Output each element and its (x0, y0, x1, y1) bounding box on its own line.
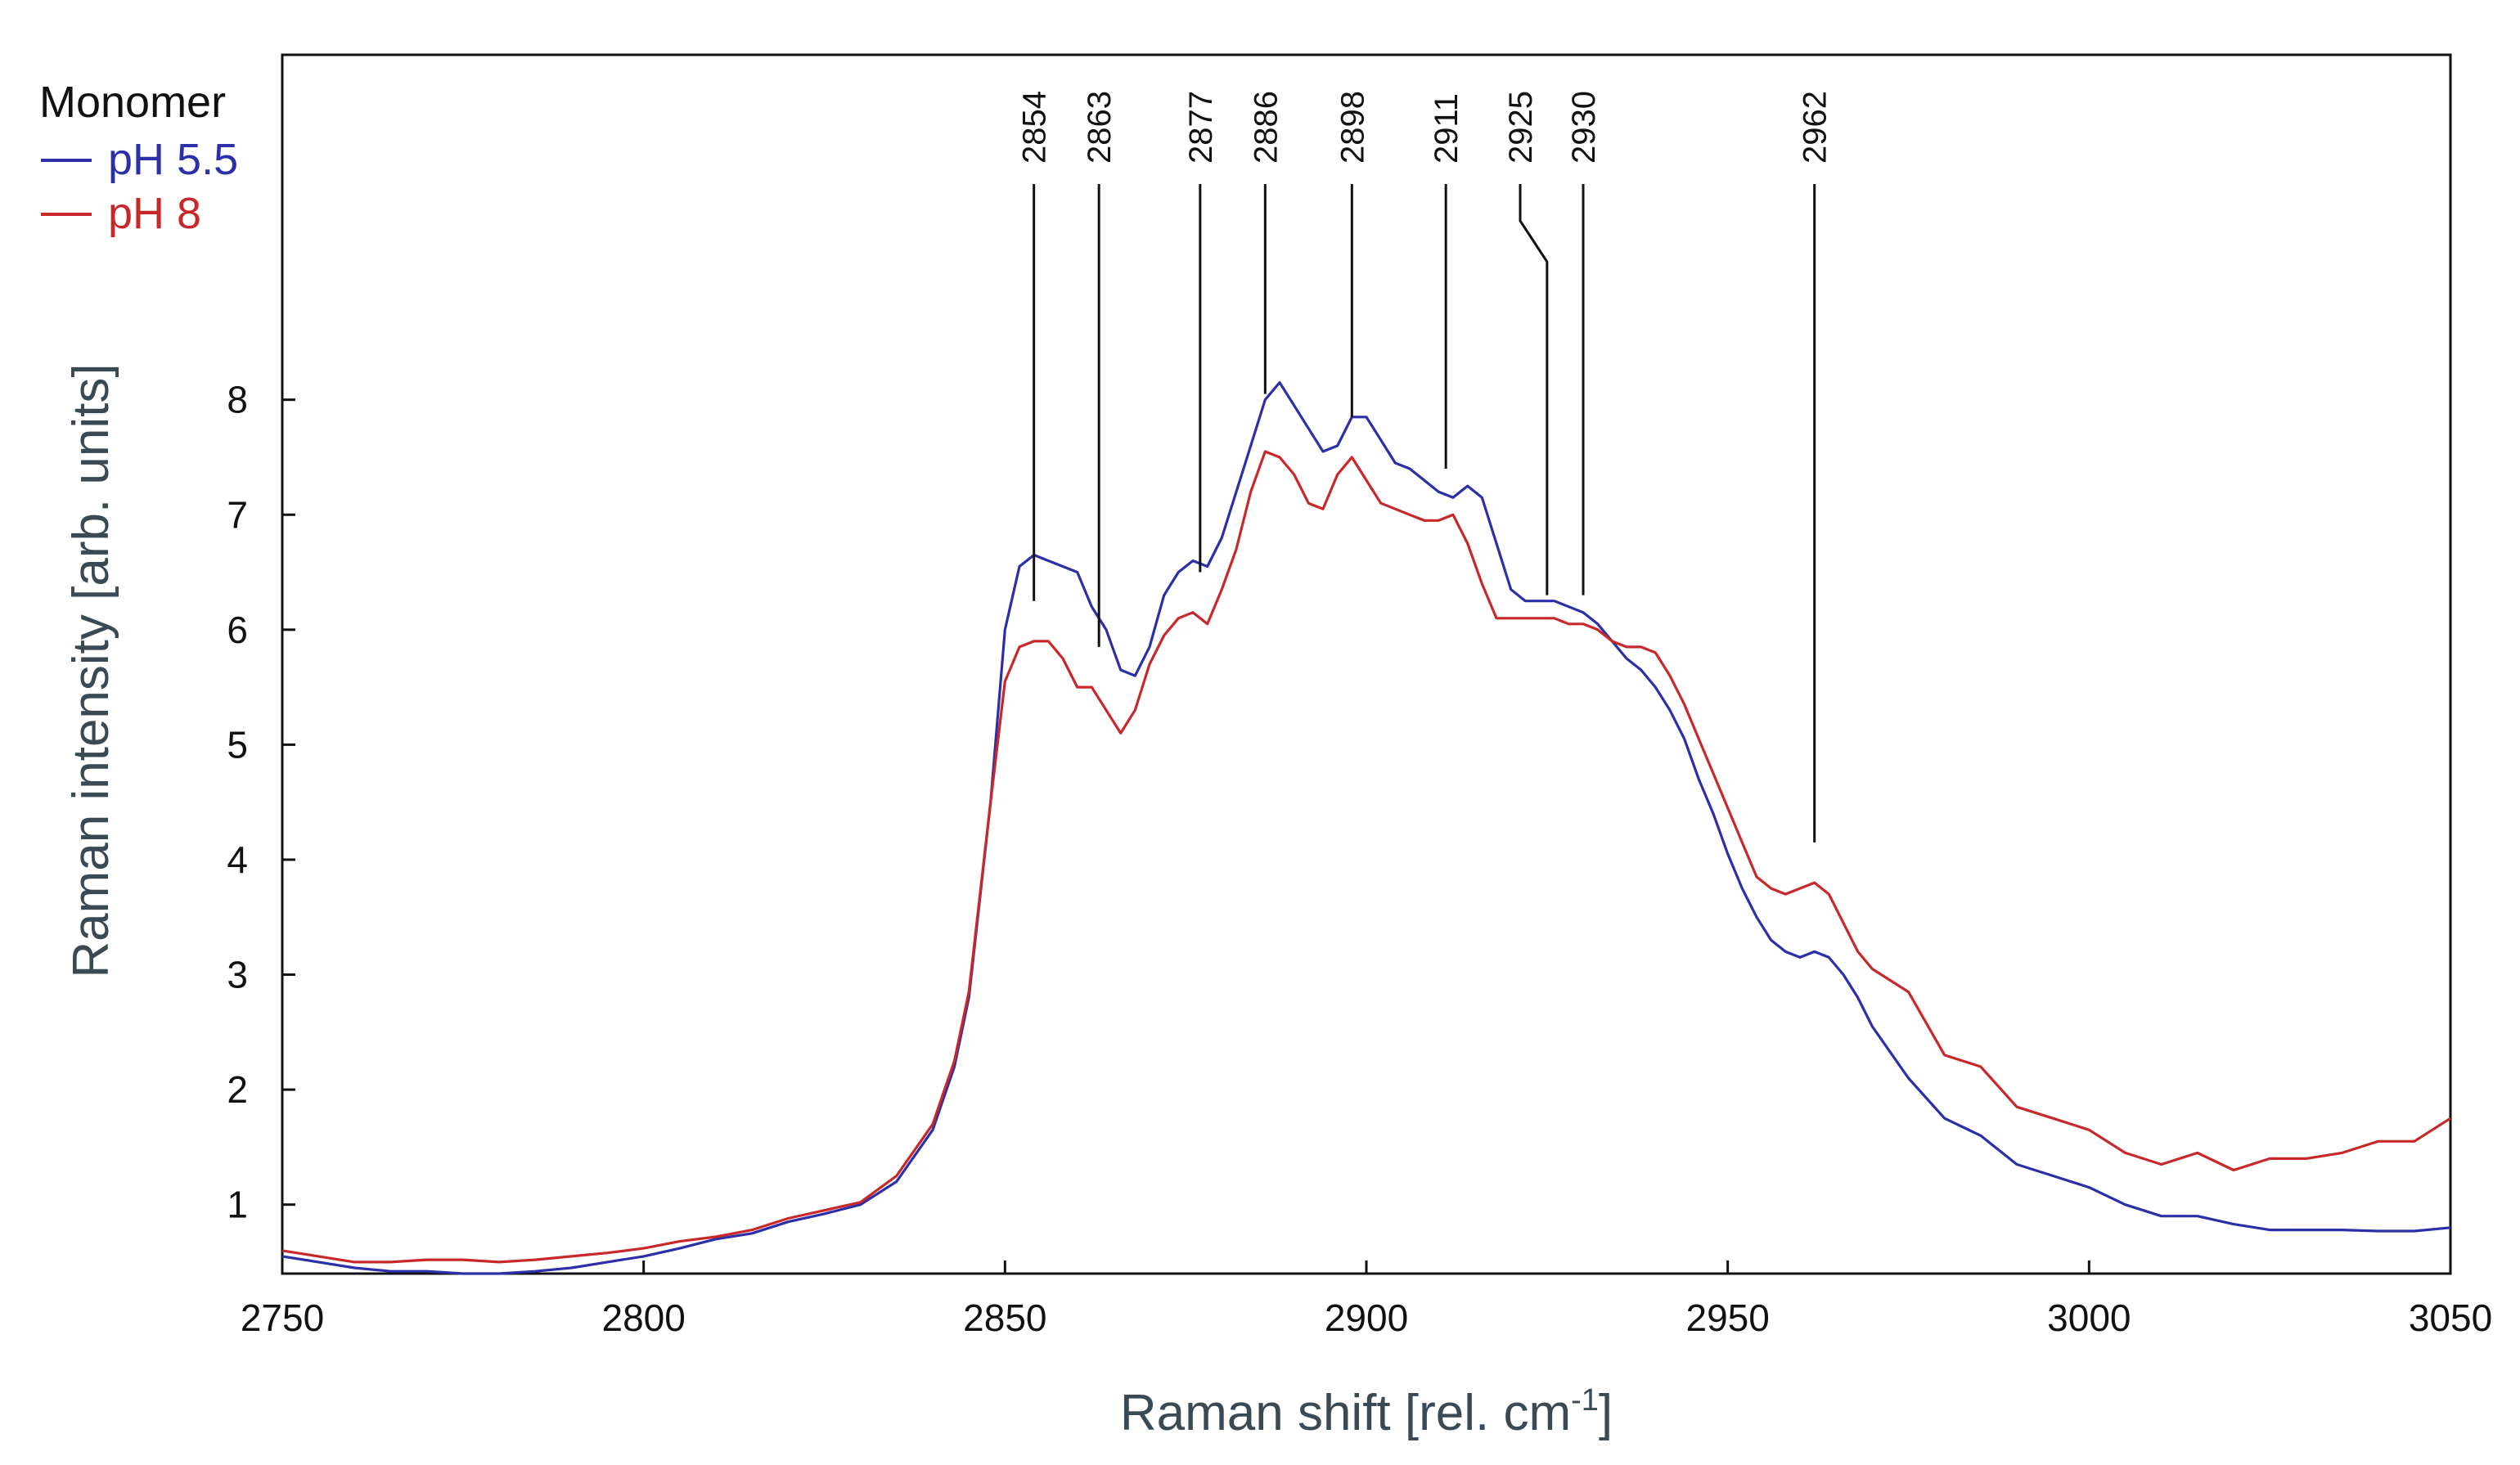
peak-label-2898: 2898 (1334, 91, 1370, 164)
peak-annotations: 2854 2863 2877 2886 2898 2911 2925 2930 2962 (1017, 91, 1834, 843)
y-tick-label: 4 (227, 838, 248, 881)
y-tick-label: 7 (227, 493, 248, 536)
peak-label-2930: 2930 (1566, 91, 1602, 164)
peak-label-2886: 2886 (1248, 91, 1284, 164)
series-line-ph-5-5 (281, 381, 2451, 1275)
y-tick-label: 8 (227, 379, 248, 421)
x-tick-label: 3000 (2047, 1296, 2131, 1339)
x-tick-label: 3050 (2409, 1296, 2492, 1339)
legend-label-ph-8: pH 8 (108, 189, 201, 238)
y-tick-label: 6 (227, 609, 248, 651)
x-axis-title: Raman shift [rel. cm-1] (1120, 1383, 1613, 1441)
x-tick-label: 2800 (601, 1296, 685, 1339)
peak-label-2877: 2877 (1183, 91, 1219, 164)
series-line-ph-8 (281, 450, 2451, 1264)
legend-label-ph-5-5: pH 5.5 (108, 135, 238, 184)
y-tick-label: 3 (227, 954, 248, 996)
y-tick-label: 5 (227, 723, 248, 766)
legend: Monomer pH 5.5 pH 8 (39, 78, 238, 238)
y-tick-label: 1 (227, 1184, 248, 1226)
legend-title: Monomer (39, 78, 226, 127)
y-axis-title: Raman intensity [arb. units] (63, 363, 119, 977)
y-tick-label: 2 (227, 1068, 248, 1111)
peak-label-2911: 2911 (1429, 93, 1465, 164)
series-layer (281, 381, 2451, 1275)
peak-label-2925: 2925 (1503, 91, 1539, 164)
x-tick-label: 2950 (1685, 1296, 1769, 1339)
plot-area-frame (281, 53, 2452, 1275)
peak-line-2925 (1519, 184, 1549, 595)
y-axis: 1 2 3 4 5 6 7 8 (227, 379, 295, 1226)
x-tick-label: 2850 (963, 1296, 1046, 1339)
x-axis: 2750 2800 2850 2900 2950 3000 3050 (241, 1261, 2492, 1339)
peak-label-2962: 2962 (1798, 91, 1834, 164)
x-tick-label: 2750 (241, 1296, 324, 1339)
peak-label-2863: 2863 (1082, 91, 1118, 164)
peak-label-2854: 2854 (1017, 91, 1053, 164)
x-tick-label: 2900 (1325, 1296, 1408, 1339)
